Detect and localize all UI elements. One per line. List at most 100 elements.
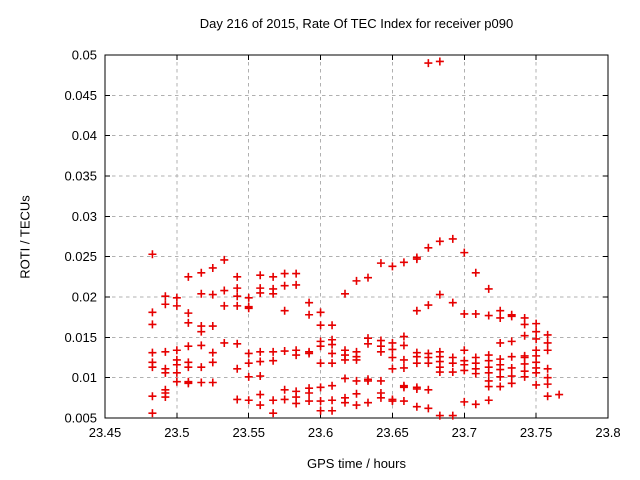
data-point: [305, 310, 314, 319]
data-point: [316, 308, 325, 317]
data-point: [280, 306, 289, 315]
data-point: [208, 290, 217, 299]
data-point: [148, 363, 157, 372]
data-point: [435, 57, 444, 66]
data-point: [484, 311, 493, 320]
data-point: [305, 298, 314, 307]
data-point: [352, 389, 361, 398]
y-tick-label: 0.04: [72, 128, 97, 143]
data-point: [280, 385, 289, 394]
data-point: [256, 288, 265, 297]
x-axis-label: GPS time / hours: [307, 456, 406, 471]
data-point: [316, 383, 325, 392]
data-point: [184, 309, 193, 318]
data-point: [184, 272, 193, 281]
y-tick-label: 0.005: [64, 411, 97, 426]
data-point: [292, 399, 301, 408]
data-point: [280, 395, 289, 404]
data-point: [376, 347, 385, 356]
data-point: [184, 363, 193, 372]
data-point: [269, 289, 278, 298]
data-point: [197, 363, 206, 372]
data-point: [316, 397, 325, 406]
data-point: [220, 255, 229, 264]
x-tick-label: 23.45: [89, 425, 122, 440]
chart-title: Day 216 of 2015, Rate Of TEC Index for r…: [199, 16, 514, 31]
data-point: [280, 347, 289, 356]
data-point: [341, 398, 350, 407]
y-tick-label: 0.05: [72, 48, 97, 63]
data-point: [484, 284, 493, 293]
data-point: [208, 322, 217, 331]
data-point: [484, 368, 493, 377]
data-point: [484, 382, 493, 391]
data-point: [233, 292, 242, 301]
data-point: [352, 401, 361, 410]
data-point: [471, 369, 480, 378]
x-tick-label: 23.7: [452, 425, 477, 440]
data-point: [161, 368, 170, 377]
data-point: [424, 59, 433, 68]
data-point: [496, 372, 505, 381]
data-point: [208, 263, 217, 272]
data-point: [341, 374, 350, 383]
data-point: [208, 348, 217, 357]
data-point: [208, 378, 217, 387]
data-point: [244, 396, 253, 405]
data-point: [507, 372, 516, 381]
data-point: [532, 327, 541, 336]
data-point: [256, 357, 265, 366]
data-point: [424, 301, 433, 310]
data-point: [363, 273, 372, 282]
data-point: [256, 401, 265, 410]
data-point: [197, 327, 206, 336]
y-tick-label: 0.045: [64, 88, 97, 103]
data-point: [269, 396, 278, 405]
data-point: [328, 349, 337, 358]
data-point: [328, 381, 337, 390]
data-point: [543, 364, 552, 373]
data-point: [388, 353, 397, 362]
data-point: [532, 334, 541, 343]
data-point: [448, 359, 457, 368]
data-point: [448, 368, 457, 377]
data-point: [399, 363, 408, 372]
data-point: [352, 376, 361, 385]
data-point: [244, 372, 253, 381]
data-point: [197, 289, 206, 298]
data-point: [376, 393, 385, 402]
data-point: [460, 366, 469, 375]
data-point: [435, 368, 444, 377]
data-point: [233, 395, 242, 404]
data-point: [244, 359, 253, 368]
data-point: [233, 364, 242, 373]
data-point: [233, 301, 242, 310]
data-point: [328, 321, 337, 330]
x-tick-label: 23.5: [164, 425, 189, 440]
data-point: [496, 382, 505, 391]
data-point: [220, 286, 229, 295]
data-point: [172, 368, 181, 377]
data-point: [496, 313, 505, 322]
data-point: [520, 331, 529, 340]
data-point: [543, 380, 552, 389]
data-point: [507, 352, 516, 361]
data-point: [197, 341, 206, 350]
data-point: [399, 355, 408, 364]
data-point: [161, 300, 170, 309]
data-point: [507, 363, 516, 372]
y-tick-label: 0.035: [64, 169, 97, 184]
data-point: [399, 258, 408, 267]
data-point: [341, 355, 350, 364]
data-point: [399, 397, 408, 406]
data-point: [328, 396, 337, 405]
data-point: [269, 409, 278, 418]
data-point: [532, 368, 541, 377]
data-point: [435, 237, 444, 246]
data-point: [412, 402, 421, 411]
x-tick-label: 23.65: [376, 425, 409, 440]
data-point: [292, 269, 301, 278]
data-point: [543, 392, 552, 401]
data-point: [388, 262, 397, 271]
